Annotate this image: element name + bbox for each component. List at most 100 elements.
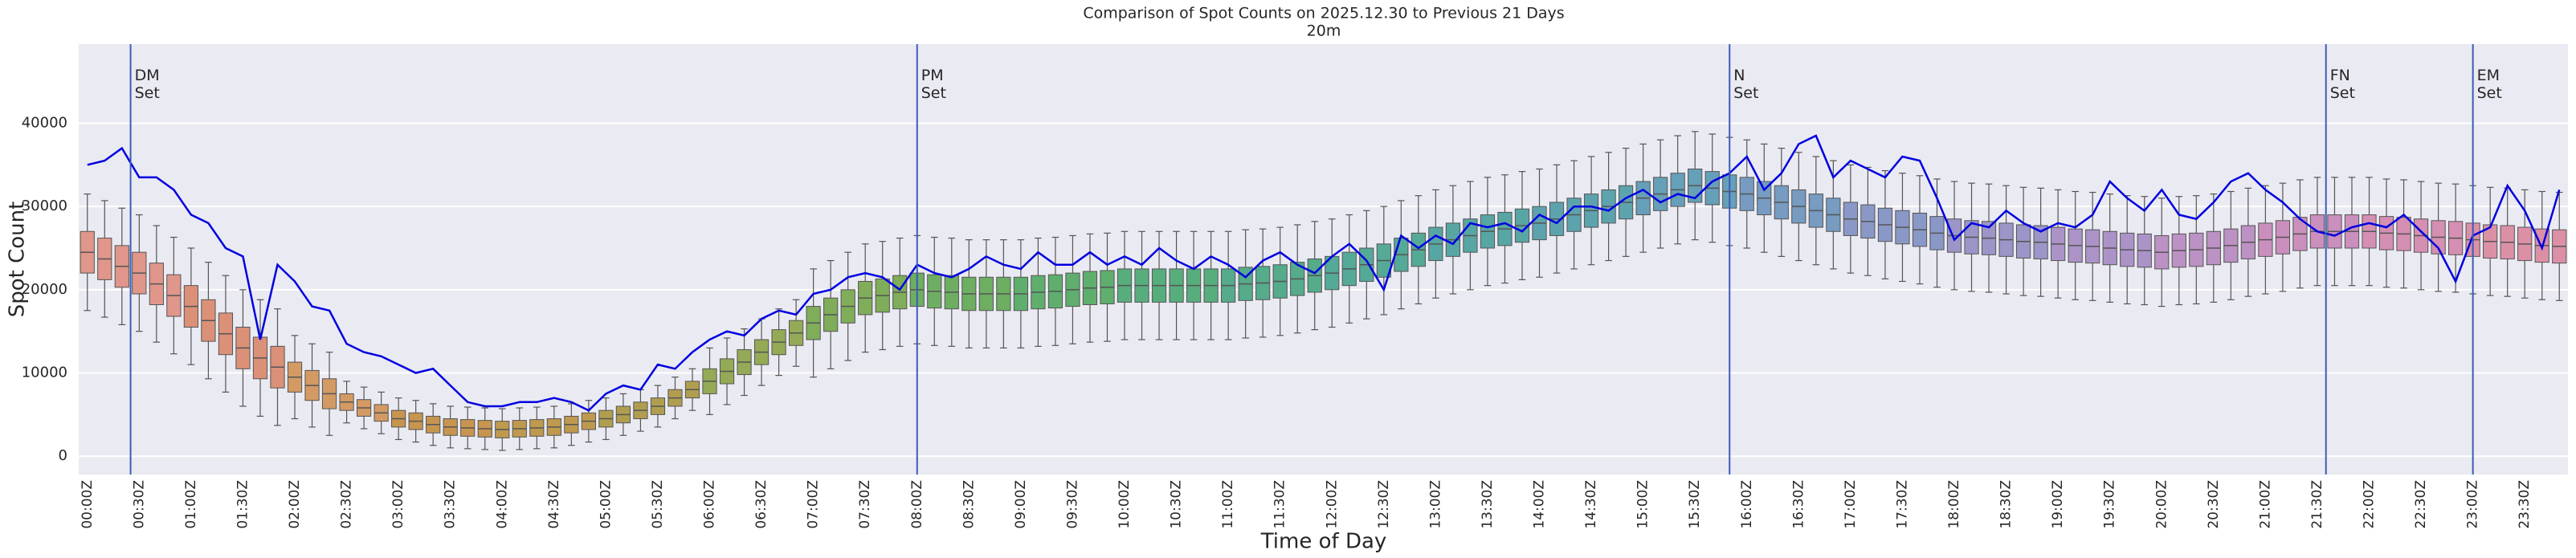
box <box>2137 196 2152 306</box>
box <box>1929 178 1945 288</box>
x-tick-label: 17:00Z <box>1843 480 1859 529</box>
box <box>321 351 337 436</box>
x-tick-label: 15:30Z <box>1687 480 1703 529</box>
box <box>2344 177 2360 287</box>
set-label: N Set <box>1733 67 1758 102</box>
box <box>996 239 1011 349</box>
box <box>598 397 614 441</box>
box <box>1031 237 1046 347</box>
box <box>408 400 423 443</box>
x-tick-label: 08:30Z <box>961 480 977 529</box>
box <box>2517 189 2533 299</box>
box <box>339 381 354 424</box>
x-tick-label: 22:00Z <box>2362 480 2378 529</box>
x-tick-label: 12:00Z <box>1324 480 1340 529</box>
box <box>1428 189 1443 299</box>
box <box>719 337 735 405</box>
box <box>1376 206 1391 316</box>
box <box>684 368 700 411</box>
box <box>1998 185 2014 295</box>
box <box>218 275 234 393</box>
box <box>356 386 372 430</box>
box <box>2292 179 2308 289</box>
x-tick-label: 05:30Z <box>650 480 666 529</box>
box <box>1047 236 1063 346</box>
box <box>546 405 561 449</box>
box <box>875 241 890 351</box>
x-tick-label: 06:30Z <box>753 480 770 529</box>
box <box>1532 168 1547 278</box>
box <box>978 239 994 349</box>
box <box>789 299 804 367</box>
x-tick-label: 14:30Z <box>1583 480 1599 529</box>
box <box>391 397 406 441</box>
box <box>270 308 285 426</box>
box <box>2275 182 2291 292</box>
box <box>2051 189 2066 299</box>
box <box>2085 191 2100 301</box>
box <box>1013 239 1028 349</box>
box <box>2120 195 2135 305</box>
x-tick-label: 07:00Z <box>806 480 822 529</box>
x-tick-label: 06:00Z <box>702 480 718 529</box>
box <box>477 407 492 450</box>
box <box>615 393 631 436</box>
box <box>1203 230 1219 340</box>
box <box>1653 139 1668 249</box>
box <box>2206 193 2221 303</box>
box <box>2154 198 2170 308</box>
box <box>1497 174 1513 284</box>
box <box>2068 190 2083 300</box>
box <box>97 200 112 318</box>
box <box>1635 143 1651 253</box>
box <box>1151 230 1167 340</box>
box <box>1186 230 1202 340</box>
x-tick-label: 23:00Z <box>2465 480 2481 529</box>
box <box>1739 139 1754 249</box>
box <box>927 236 942 346</box>
x-tick-label: 09:00Z <box>1013 480 1029 529</box>
box <box>2483 186 2498 296</box>
box <box>166 236 182 355</box>
x-tick-label: 08:00Z <box>909 480 925 529</box>
box <box>287 335 303 420</box>
box <box>1619 147 1634 257</box>
box <box>1826 160 1841 270</box>
x-tick-label: 09:30Z <box>1064 480 1080 529</box>
box <box>1082 233 1098 343</box>
box <box>1169 230 1184 340</box>
x-tick-label: 17:30Z <box>1894 480 1910 529</box>
box <box>2189 195 2204 305</box>
box <box>443 405 458 449</box>
box <box>80 193 95 312</box>
box <box>1549 164 1565 274</box>
x-tick-label: 15:00Z <box>1635 480 1651 529</box>
box <box>426 403 441 446</box>
x-tick-label: 01:30Z <box>235 480 251 529</box>
x-tick-label: 20:30Z <box>2206 480 2222 529</box>
x-tick-label: 07:30Z <box>857 480 873 529</box>
x-tick-label: 03:30Z <box>443 480 459 529</box>
box <box>961 239 977 349</box>
set-label: PM Set <box>921 67 946 102</box>
x-tick-label: 11:00Z <box>1220 480 1236 529</box>
x-tick-label: 05:00Z <box>598 480 614 529</box>
x-tick-label: 01:00Z <box>183 480 199 529</box>
box <box>737 328 752 397</box>
box <box>374 391 389 434</box>
x-tick-label: 23:30Z <box>2517 480 2533 529</box>
y-tick-label: 20000 <box>22 281 67 298</box>
box <box>1325 218 1340 328</box>
y-tick-label: 30000 <box>22 198 67 214</box>
box <box>1964 182 1979 292</box>
box <box>1860 166 1876 276</box>
box <box>252 299 268 417</box>
x-tick-label: 21:30Z <box>2309 480 2325 529</box>
box <box>1774 147 1789 257</box>
box <box>823 259 839 369</box>
x-tick-label: 00:00Z <box>80 480 96 529</box>
box <box>702 347 717 415</box>
box <box>1808 156 1823 266</box>
